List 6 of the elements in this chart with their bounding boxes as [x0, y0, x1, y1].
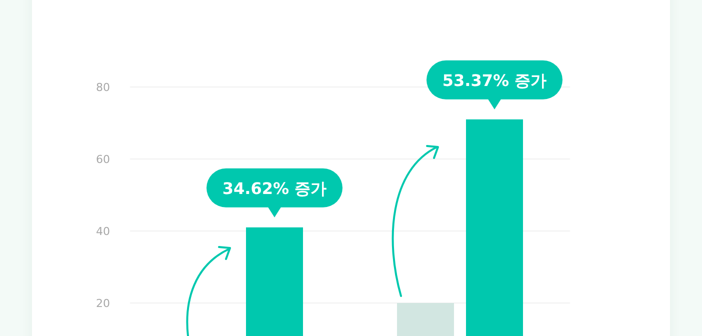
- annotation: 53.37% 증가: [442, 70, 547, 90]
- y-tick-label: 40: [96, 224, 110, 238]
- y-tick-label: 60: [96, 152, 110, 166]
- y-tick-label: 80: [96, 80, 110, 94]
- y-tick-label: 20: [96, 296, 110, 310]
- annotation: 34.62% 증가: [222, 178, 327, 198]
